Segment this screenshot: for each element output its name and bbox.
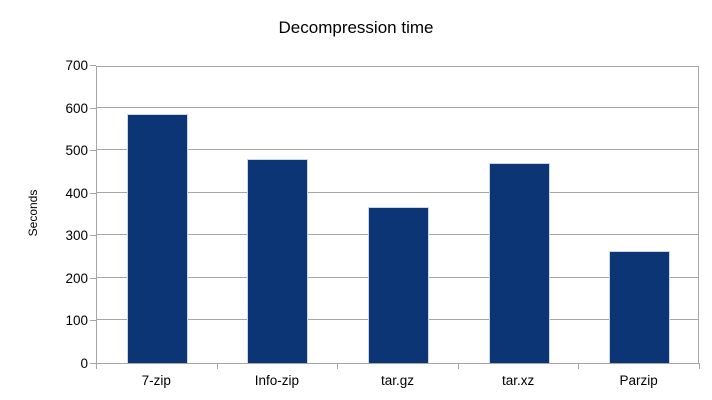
y-tick-mark: [90, 278, 96, 279]
y-tick-label: 200: [65, 270, 88, 286]
y-tick-mark: [90, 320, 96, 321]
y-tick-mark: [90, 235, 96, 236]
y-tick-mark: [90, 65, 96, 66]
grid-line: [97, 191, 698, 193]
x-tick-mark: [699, 363, 700, 369]
bar-tar.xz: [488, 163, 550, 363]
y-tick-label: 100: [65, 313, 88, 329]
x-category-label: tar.xz: [501, 373, 535, 388]
y-tick-label: 300: [65, 228, 88, 244]
y-tick-label: 0: [80, 356, 88, 371]
y-tick-label: 500: [65, 143, 88, 159]
x-category-label: Parzip: [619, 373, 658, 388]
x-category-label: 7-zip: [141, 373, 171, 388]
x-category-label: tar.gz: [380, 373, 415, 388]
x-tick-mark: [337, 363, 338, 369]
x-tick-mark: [96, 363, 97, 369]
bar-7-zip: [126, 114, 188, 363]
bar-Info-zip: [247, 159, 309, 363]
y-axis-title: Seconds: [26, 189, 40, 237]
chart-title: Decompression time: [278, 18, 434, 37]
bar-Parzip: [609, 251, 671, 363]
bar-tar.gz: [368, 207, 429, 363]
y-tick-label: 600: [65, 100, 88, 116]
x-category-label: Info-zip: [254, 373, 300, 388]
grid-line: [97, 149, 698, 151]
x-tick-mark: [578, 363, 579, 369]
x-tick-mark: [458, 363, 459, 369]
y-tick-mark: [90, 193, 96, 194]
y-tick-mark: [90, 108, 96, 109]
x-tick-mark: [217, 363, 218, 369]
y-tick-mark: [90, 150, 96, 151]
plot-area: [96, 66, 699, 364]
y-tick-label: 400: [65, 185, 88, 201]
y-tick-mark: [90, 363, 96, 364]
y-tick-label: 700: [65, 58, 88, 73]
grid-line: [97, 106, 698, 108]
